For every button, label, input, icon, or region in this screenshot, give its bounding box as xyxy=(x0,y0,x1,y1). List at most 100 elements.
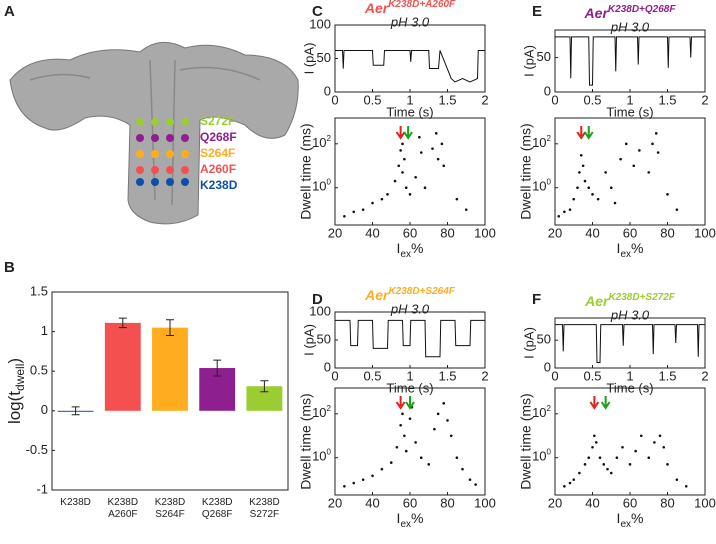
event-point xyxy=(436,412,440,416)
event-point xyxy=(583,463,587,466)
event-point xyxy=(591,193,594,196)
x-tick-label: 1 xyxy=(626,92,633,107)
panel-label: E xyxy=(532,3,542,20)
x-tick-label: 80 xyxy=(660,495,674,510)
x-label-end: % xyxy=(631,510,643,526)
event-point xyxy=(675,208,679,211)
chart-subtitle: pH 3.0 xyxy=(390,301,430,316)
event-point xyxy=(399,149,402,152)
event-point xyxy=(624,142,628,146)
x-tick-label: 60 xyxy=(623,495,637,510)
y-tick-label-exp: 0 xyxy=(327,448,332,457)
event-point xyxy=(352,481,356,485)
event-point xyxy=(419,151,423,154)
event-point xyxy=(563,210,566,214)
x-tick-label: K238D S272F xyxy=(249,497,280,520)
y-tick-label: 0 xyxy=(544,83,551,98)
x-tick-label: 0 xyxy=(331,92,338,107)
residue-dot xyxy=(181,134,189,142)
event-point xyxy=(474,483,477,486)
event-point xyxy=(638,149,641,152)
event-point xyxy=(591,445,594,449)
event-point xyxy=(343,484,346,488)
y-tick-label: 100 xyxy=(312,448,331,464)
event-point xyxy=(602,463,606,466)
x-tick-label: 0.5 xyxy=(583,92,601,107)
error-bar xyxy=(118,317,127,329)
arrow-marker xyxy=(395,396,406,410)
event-point xyxy=(393,179,397,183)
current-trace xyxy=(335,319,485,358)
x-tick-label: 20 xyxy=(548,495,562,510)
residue-dot xyxy=(151,118,159,126)
y-tick-label: 50 xyxy=(537,332,551,347)
x-tick-label: 1 xyxy=(406,92,413,107)
y-tick-label: 100 xyxy=(312,178,331,194)
event-point xyxy=(666,193,669,196)
residue-dot xyxy=(151,134,159,142)
event-point xyxy=(414,441,417,444)
y-tick-label-exp: 0 xyxy=(547,448,552,457)
x-tick-label: K238D Q268F xyxy=(202,497,233,520)
y-axis-label: I (pA) xyxy=(301,324,316,356)
chart-title: AerK238D+S272F xyxy=(584,292,676,309)
event-point xyxy=(639,434,643,438)
x-tick-label: 100 xyxy=(694,225,716,240)
y-tick-label: 102 xyxy=(532,134,551,150)
event-point xyxy=(468,478,472,481)
y-tick-label: 0 xyxy=(324,83,331,98)
event-point xyxy=(371,201,374,205)
x-tick-label: 60 xyxy=(403,495,417,510)
residue-dot xyxy=(166,134,174,142)
error-bar xyxy=(166,319,174,337)
y-tick-label: -0.5 xyxy=(26,442,48,457)
event-point xyxy=(361,478,365,481)
y-tick-label-base: 10 xyxy=(312,405,326,420)
y-tick-label-exp: 2 xyxy=(547,404,552,413)
bar xyxy=(104,322,141,411)
plot-frame xyxy=(554,29,706,93)
protein-structure xyxy=(9,41,299,225)
event-point xyxy=(604,171,607,174)
y-tick-label-base: 10 xyxy=(532,179,546,194)
x-tick-label: 40 xyxy=(585,225,599,240)
chart-subtitle: pH 3.0 xyxy=(610,19,650,34)
y-tick-label-base: 10 xyxy=(532,405,546,420)
residue-dot xyxy=(181,178,189,186)
plot-frame xyxy=(554,387,706,496)
x-tick-label: 2 xyxy=(481,368,488,383)
event-point xyxy=(427,463,431,466)
residue-dot xyxy=(181,166,189,174)
y-tick-label: 0 xyxy=(41,402,48,417)
event-point xyxy=(621,445,624,449)
event-point xyxy=(461,467,464,471)
residue-dot xyxy=(151,150,159,158)
y-tick-label: 100 xyxy=(532,178,551,194)
y-axis-label: Dwell time (ms) xyxy=(298,393,314,489)
residue-dot xyxy=(136,178,144,186)
y-tick-label-base: 10 xyxy=(532,449,546,464)
event-point xyxy=(389,461,393,464)
y-tick-label: 1 xyxy=(41,323,48,338)
y-tick-label-base: 10 xyxy=(312,179,326,194)
residue-dot xyxy=(181,118,189,126)
residue-label: A260F xyxy=(200,162,236,176)
residue-dot xyxy=(151,178,159,186)
y-axis-label: log(tdwell) xyxy=(5,358,27,424)
residue-dot xyxy=(136,118,144,126)
residue-dot xyxy=(136,166,144,174)
arrow-marker xyxy=(395,126,406,140)
event-point xyxy=(587,456,591,460)
x-tick-label: 2 xyxy=(701,92,708,107)
residue-dot xyxy=(166,150,174,158)
x-tick-label: 40 xyxy=(365,225,379,240)
event-point xyxy=(380,197,384,201)
y-tick-label: 102 xyxy=(312,134,331,150)
residue-label: Q268F xyxy=(200,130,237,144)
error-bar xyxy=(71,406,80,416)
event-point xyxy=(404,449,408,453)
x-tick-label: 60 xyxy=(403,225,417,240)
x-tick-label: K238D xyxy=(60,497,91,508)
x-label-end: % xyxy=(411,240,423,256)
x-axis-label: Iex% xyxy=(617,240,644,260)
